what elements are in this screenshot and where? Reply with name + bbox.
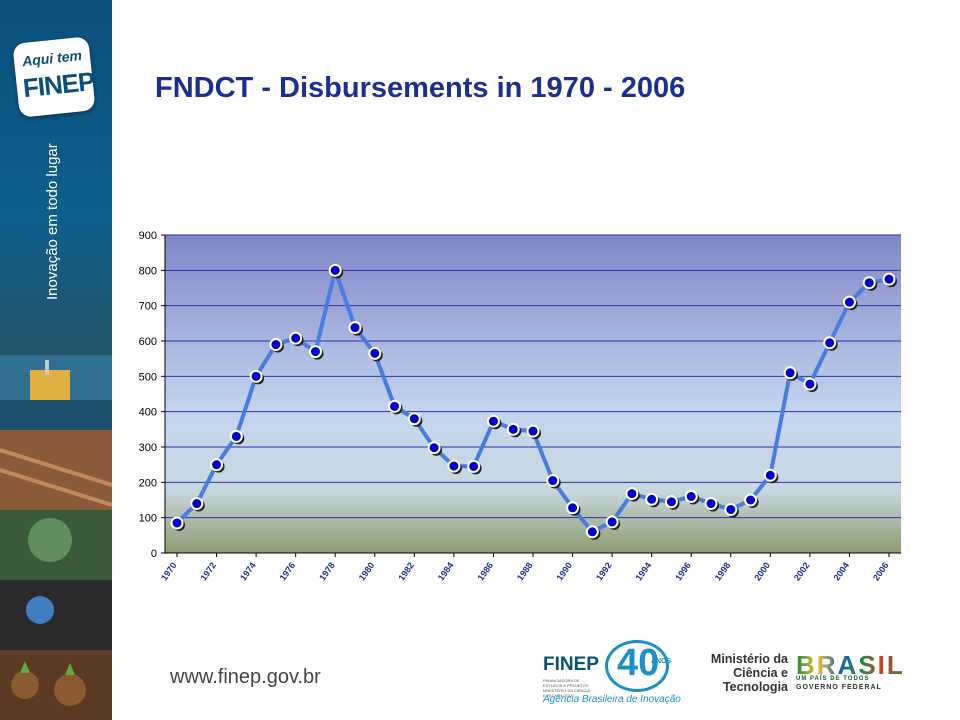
- data-point: [566, 501, 581, 516]
- data-point: [427, 441, 443, 456]
- x-tick-label: 1996: [673, 560, 693, 582]
- ministerio-line1: Ministério da: [710, 652, 788, 666]
- data-point: [467, 459, 482, 475]
- data-point: [724, 503, 739, 518]
- data-point: [823, 336, 838, 351]
- x-tick-label: 1986: [475, 560, 495, 582]
- x-tick-label: 1992: [594, 560, 614, 582]
- data-point: [289, 331, 304, 347]
- x-tick-label: 1972: [199, 560, 219, 582]
- data-point: [526, 424, 541, 440]
- data-point: [447, 459, 462, 475]
- data-point: [170, 516, 185, 531]
- x-tick-label: 1982: [396, 560, 416, 582]
- x-tick-label: 1974: [238, 560, 258, 582]
- anos-ring-icon: [605, 640, 669, 692]
- brasil-wordmark: BRASIL: [796, 650, 905, 681]
- data-point: [585, 525, 601, 540]
- data-point: [328, 263, 344, 279]
- y-tick-label: 0: [151, 548, 157, 560]
- data-point: [249, 369, 265, 385]
- data-point: [803, 377, 818, 393]
- y-tick-label: 600: [139, 336, 157, 348]
- data-point: [506, 422, 522, 438]
- disbursements-line-chart: 0 100 200 300 400 500 600 700 800 900 1970 1972 197…: [139, 230, 901, 583]
- x-tick-label: 1998: [713, 560, 733, 582]
- data-point: [546, 474, 561, 489]
- data-point: [210, 458, 225, 473]
- x-tick-label: 1988: [515, 560, 535, 582]
- brasil-word-text: BRASIL: [796, 650, 905, 680]
- x-tick-label: 1984: [436, 560, 456, 582]
- x-tick-label: 1994: [634, 560, 654, 582]
- x-tick-label: 2002: [792, 560, 812, 582]
- brasil-governo-logo: BRASIL UM PAÍS DE TODOS GOVERNO FEDERAL: [796, 650, 903, 691]
- y-tick-label: 400: [139, 407, 157, 419]
- data-point: [862, 276, 878, 291]
- data-point: [704, 497, 719, 512]
- brasil-subtitle: UM PAÍS DE TODOS: [796, 676, 870, 682]
- data-point: [269, 338, 284, 353]
- logo-main-text: FINEP: [21, 65, 96, 104]
- y-tick-label: 500: [139, 371, 157, 383]
- x-tick-label: 2000: [752, 560, 772, 582]
- finep-subtitle: FINANCIADORA DE ESTUDOS E PROJETOS MINIS…: [543, 678, 590, 698]
- x-tick-label: 1980: [357, 560, 377, 582]
- y-tick-label: 100: [139, 513, 157, 525]
- x-tick-label: 2004: [831, 560, 851, 582]
- ministerio-logo: Ministério da Ciência e Tecnologia: [692, 652, 788, 694]
- sidebar: Aqui tem FINEP Inovação em todo lugar: [0, 0, 112, 720]
- aqui-tem-finep-logo: Aqui tem FINEP: [12, 36, 96, 118]
- agencia-text: Agência Brasileira de Inovação: [543, 694, 681, 705]
- footer-url[interactable]: www.finep.gov.br: [170, 666, 321, 688]
- data-point: [229, 429, 245, 445]
- data-point: [842, 295, 858, 311]
- sidebar-photo-collage: [0, 355, 112, 720]
- logo-top-text: Aqui tem: [21, 47, 83, 70]
- data-point: [368, 346, 383, 362]
- governo-federal-text: GOVERNO FEDERAL: [796, 684, 882, 691]
- finep-40-anos-logo: FINEP FINANCIADORA DE ESTUDOS E PROJETOS…: [543, 636, 703, 706]
- anos-label: ANOS: [651, 658, 672, 665]
- y-tick-label: 800: [139, 265, 157, 277]
- x-tick-label: 1970: [159, 560, 179, 582]
- ministerio-line2: Ciência e Tecnologia: [722, 666, 788, 694]
- x-tick-label: 1976: [278, 560, 298, 582]
- data-point: [486, 414, 502, 430]
- data-point: [190, 497, 205, 512]
- data-point: [763, 468, 779, 484]
- data-point: [744, 493, 759, 508]
- y-tick-label: 900: [139, 230, 157, 242]
- data-point: [625, 487, 640, 502]
- plot-area: [165, 235, 901, 553]
- y-tick-label: 300: [139, 442, 157, 454]
- data-point: [882, 272, 897, 288]
- x-tick-label: 1990: [555, 560, 575, 582]
- x-tick-label: 1978: [317, 560, 337, 582]
- y-tick-label: 700: [139, 301, 157, 313]
- sidebar-tagline: Inovação em todo lugar: [44, 143, 61, 300]
- data-point: [407, 412, 423, 427]
- data-point: [348, 321, 363, 336]
- data-point: [308, 345, 324, 360]
- finep-wordmark: FINEP: [543, 654, 599, 675]
- data-point: [645, 492, 660, 508]
- y-tick-label: 200: [139, 477, 157, 489]
- data-point: [684, 489, 700, 505]
- data-point: [605, 515, 621, 530]
- data-point: [783, 366, 799, 381]
- data-point: [664, 495, 680, 510]
- page-title: FNDCT - Disbursements in 1970 - 2006: [155, 72, 686, 104]
- data-point: [388, 399, 403, 415]
- x-tick-label: 2006: [871, 560, 891, 582]
- anos-number: 40: [617, 642, 660, 684]
